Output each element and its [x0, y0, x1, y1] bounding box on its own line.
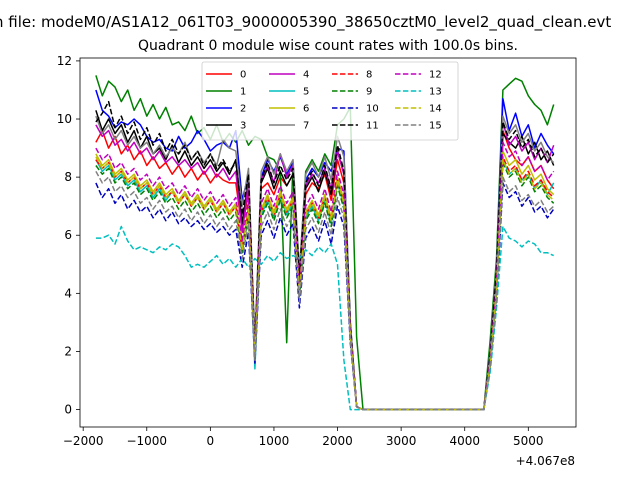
- y-tick-label: 2: [64, 344, 72, 358]
- x-tick-label: 4000: [449, 434, 480, 448]
- y-tick-label: 0: [64, 403, 72, 417]
- series-layer: [95, 75, 555, 411]
- y-tick-label: 8: [64, 170, 72, 184]
- chart-title: Quadrant 0 module wise count rates with …: [138, 38, 518, 54]
- legend-label-15: 15: [429, 121, 442, 132]
- legend-label-4: 4: [303, 70, 309, 81]
- x-tick-label: 5000: [513, 434, 544, 448]
- plot-frame: [79, 57, 577, 428]
- legend-label-3: 3: [240, 121, 246, 132]
- y-tick-label: 4: [64, 286, 72, 300]
- y-tick-label: 10: [57, 112, 72, 126]
- y-tick-label: 6: [64, 228, 72, 242]
- legend-label-11: 11: [366, 121, 379, 132]
- legend-box: [201, 61, 459, 141]
- legend-label-12: 12: [429, 70, 442, 81]
- legend-label-10: 10: [366, 104, 379, 115]
- series-line-15: [95, 170, 555, 411]
- x-tick-label: 2000: [322, 434, 353, 448]
- x-tick-label: 0: [207, 434, 215, 448]
- figure-suptitle: n file: modeM0/AS1A12_061T03_9000005390_…: [0, 13, 611, 32]
- legend-label-1: 1: [240, 87, 246, 98]
- x-tick-label: 1000: [259, 434, 290, 448]
- y-tick-label: 12: [57, 54, 72, 68]
- x-axis-offset-label: +4.067e8: [516, 454, 575, 468]
- x-tick-label: −2000: [63, 434, 104, 448]
- legend-label-2: 2: [240, 104, 246, 115]
- legend-label-9: 9: [366, 87, 372, 98]
- legend-label-6: 6: [303, 104, 309, 115]
- x-tick-label: 3000: [386, 434, 417, 448]
- legend-label-14: 14: [429, 104, 442, 115]
- legend-label-0: 0: [240, 70, 246, 81]
- legend-label-8: 8: [366, 70, 372, 81]
- x-tick-label: −1000: [126, 434, 167, 448]
- legend-label-5: 5: [303, 87, 309, 98]
- legend-label-7: 7: [303, 121, 309, 132]
- legend-label-13: 13: [429, 87, 442, 98]
- series-line-9: [95, 161, 555, 411]
